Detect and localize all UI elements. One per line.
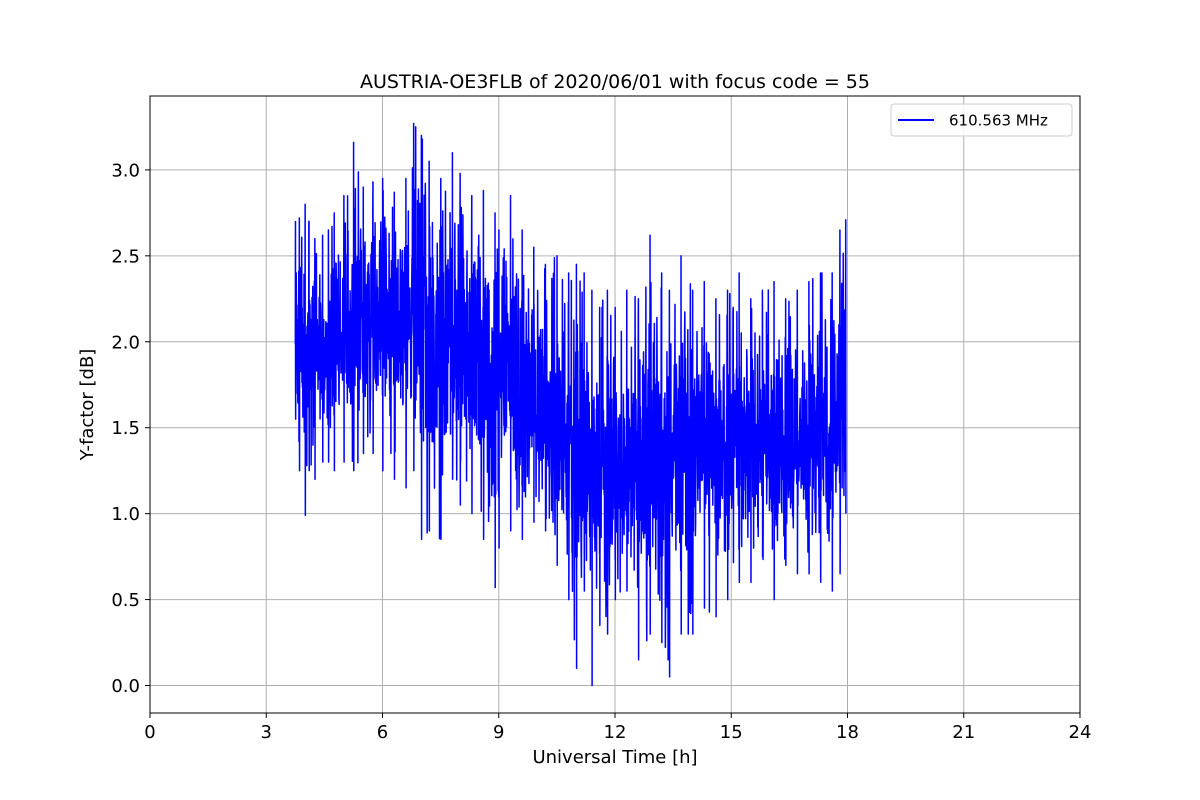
- chart-title: AUSTRIA-OE3FLB of 2020/06/01 with focus …: [360, 71, 870, 93]
- x-tick-label: 6: [377, 722, 388, 743]
- legend-box: [890, 103, 1073, 137]
- x-tick-label: 3: [261, 722, 272, 743]
- x-tick-label: 15: [720, 722, 743, 743]
- y-tick-label: 2.5: [111, 246, 140, 267]
- x-tick-label: 12: [604, 722, 627, 743]
- y-tick-label: 1.0: [111, 504, 140, 525]
- series-610-mhz-line: [294, 122, 847, 687]
- axis-ticks: 0 3 6 9 12 15 18 21 24 0.0 0.5 1.0 1.5 2.0 2.5 3.0: [111, 160, 1091, 743]
- x-axis-label: Universal Time [h]: [532, 747, 697, 768]
- y-tick-label: 0.5: [111, 590, 140, 611]
- x-tick-label: 24: [1069, 722, 1092, 743]
- y-axis-label: Y-factor [dB]: [77, 349, 98, 462]
- x-tick-label: 21: [952, 722, 975, 743]
- y-tick-label: 0.0: [111, 676, 140, 697]
- x-tick-label: 0: [144, 722, 155, 743]
- legend-label: 610.563 MHz: [949, 112, 1048, 130]
- x-tick-label: 18: [836, 722, 859, 743]
- x-tick-label: 9: [493, 722, 504, 743]
- y-tick-label: 2.0: [111, 332, 140, 353]
- legend: 610.563 MHz: [890, 103, 1073, 137]
- y-tick-label: 1.5: [111, 418, 140, 439]
- y-tick-label: 3.0: [111, 160, 140, 181]
- series-line: [294, 122, 847, 687]
